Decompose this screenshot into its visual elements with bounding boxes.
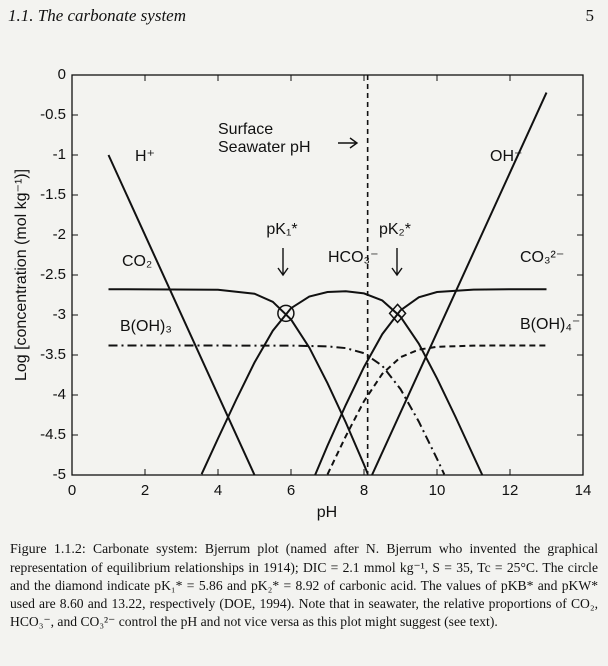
series-line [326,344,547,475]
x-tick-label: 4 [214,482,222,499]
series-line [314,288,547,476]
x-tick-label: 2 [141,482,149,499]
plot-frame [71,74,584,476]
y-tick-label: -4 [53,386,66,403]
y-tick-label: -5 [53,466,66,483]
x-tick-label: 12 [502,482,519,499]
series-label: CO₃²⁻ [520,249,564,266]
x-tick-label: 14 [575,482,592,499]
y-tick-label: -2 [53,226,66,243]
arrow [277,248,289,277]
x-axis-label: pH [317,504,337,521]
series-line [371,92,548,476]
y-tick-label: -1.5 [40,186,66,203]
chart: pH Log [concentration (mol kg⁻¹)] Surfac… [13,66,592,521]
series-label: OH⁻ [490,148,522,165]
marker-label: pK₂* [379,221,411,238]
y-axis-label: Log [concentration (mol kg⁻¹)] [13,169,30,381]
page-number: 5 [585,6,595,25]
series-label: B(OH)₃ [120,318,172,335]
vline-label: Seawater pH [218,139,311,156]
caption-text: Carbonate system: Bjerrum plot (named af… [10,541,598,629]
series-line [108,344,446,475]
y-tick-label: -0.5 [40,106,66,123]
series-line [107,154,256,476]
series-label: H⁺ [135,148,155,165]
marker-circle [277,304,295,323]
y-tick-label: -3 [53,306,66,323]
vline-label: Surface [218,121,273,138]
y-tick-label: -4.5 [40,426,66,443]
marker-diamond [388,303,407,324]
series-label: B(OH)₄⁻ [520,316,580,333]
y-tick-label: -1 [53,146,66,163]
arrow [391,248,403,277]
arrow [338,137,359,149]
series-label: HCO₃⁻ [328,249,379,266]
y-tick-label: -3.5 [40,346,66,363]
y-tick-label: 0 [58,66,66,83]
x-tick-label: 0 [68,482,76,499]
y-tick-label: -2.5 [40,266,66,283]
section-title: 1.1. The carbonate system [8,6,187,25]
x-tick-label: 10 [429,482,446,499]
series-line [108,288,369,474]
x-tick-label: 6 [287,482,295,499]
caption-label: Figure 1.1.2: [10,542,86,557]
series-line [200,290,484,476]
x-tick-label: 8 [360,482,368,499]
series-label: CO₂ [122,253,152,270]
marker-label: pK₁* [266,221,297,238]
caption: Figure 1.1.2: Carbonate system: Bjerrum … [10,540,598,631]
